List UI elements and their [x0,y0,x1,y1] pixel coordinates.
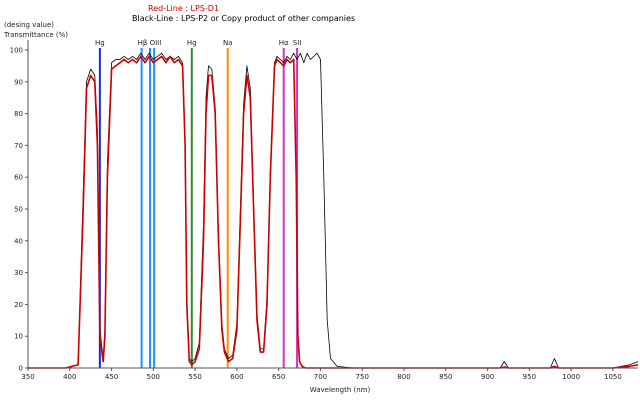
x-tick-label-550: 550 [188,373,201,381]
x-tick-label-800: 800 [397,373,410,381]
y-axis-label: Transmittance (%) [3,31,68,39]
x-tick-label-850: 850 [439,373,452,381]
x-tick-label-700: 700 [314,373,327,381]
x-tick-label-1000: 1000 [562,373,580,381]
x-tick-label-650: 650 [272,373,285,381]
x-tick-label-450: 450 [105,373,118,381]
y-tick-label-60: 60 [14,174,23,182]
x-tick-label-350: 350 [21,373,34,381]
x-tick-label-900: 900 [481,373,494,381]
x-tick-label-600: 600 [230,373,243,381]
x-tick-label-400: 400 [63,373,76,381]
axis-ticks: 350 400 450 500 550 600 650 700 750 800 850 900 950 1… [10,47,622,382]
y-axis-label-top: (desing value) [4,21,54,29]
y-tick-label-80: 80 [14,110,23,118]
x-axis-label: Wavelength (nm) [310,386,371,394]
legend-black-line: Black-Line : LPS-P2 or Copy product of o… [132,14,355,23]
emission-lines: Hg Hβ OIII Hg Na Hα SII [95,39,301,368]
y-tick-label-40: 40 [14,237,23,245]
y-tick-label-90: 90 [14,78,23,86]
emission-label-4: Hα [279,39,289,47]
y-tick-label-50: 50 [14,206,23,214]
emission-label-3: Na [223,39,233,47]
emission-label-5: SII [293,39,302,47]
x-tick-label-500: 500 [147,373,160,381]
y-tick-label-100: 100 [10,47,23,55]
legend-red-line: Red-Line : LPS-D1 [148,4,219,13]
x-tick-label-1050: 1050 [604,373,622,381]
emission-label-1: Hβ OIII [138,39,162,47]
y-tick-label-10: 10 [14,333,23,341]
x-tick-label-750: 750 [356,373,369,381]
emission-label-0: Hg [95,39,105,47]
y-tick-label-70: 70 [14,142,23,150]
x-tick-label-950: 950 [523,373,536,381]
emission-label-2: Hg [187,39,197,47]
y-tick-label-20: 20 [14,301,23,309]
y-tick-label-0: 0 [19,365,23,373]
y-tick-label-30: 30 [14,269,23,277]
